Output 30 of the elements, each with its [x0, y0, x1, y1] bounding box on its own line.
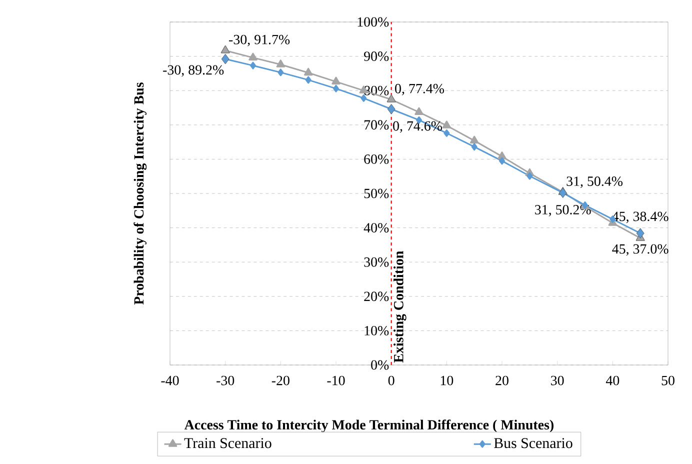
- data-label: 31, 50.4%: [566, 176, 623, 188]
- y-tick-label: 20%: [364, 292, 389, 302]
- legend-label: Bus Scenario: [494, 438, 572, 448]
- x-tick-label: -40: [161, 376, 179, 386]
- y-tick-label: 100%: [358, 17, 389, 27]
- x-tick-label: 40: [606, 376, 620, 386]
- y-tick-label: 60%: [364, 154, 389, 164]
- y-tick-label: 40%: [364, 223, 389, 233]
- y-tick-label: 0%: [371, 360, 389, 370]
- x-tick-label: 50: [662, 376, 674, 386]
- x-axis-title: Access Time to Intercity Mode Terminal Difference ( Minutes): [184, 420, 554, 432]
- data-label: 45, 37.0%: [612, 244, 668, 256]
- x-tick-label: -10: [327, 376, 345, 386]
- data-label: -30, 89.2%: [163, 65, 224, 77]
- x-tick-label: -20: [272, 376, 290, 386]
- y-tick-label: 30%: [364, 257, 389, 267]
- data-label: 0, 77.4%: [395, 84, 444, 96]
- y-tick-label: 70%: [364, 120, 389, 130]
- x-tick-label: 20: [496, 376, 508, 386]
- y-tick-label: 90%: [364, 52, 389, 62]
- legend-label: Train Scenario: [184, 438, 272, 448]
- ref-line-label: Existing Condition: [394, 251, 406, 363]
- data-label: -30, 91.7%: [229, 34, 290, 46]
- x-tick-label: -30: [216, 376, 234, 386]
- y-axis-title: Probability of Choosing Intercity Bus: [134, 82, 147, 305]
- x-tick-label: 10: [440, 376, 454, 386]
- x-tick-label: 30: [551, 376, 564, 386]
- x-tick-label: 0: [388, 376, 394, 386]
- y-tick-label: 50%: [364, 188, 389, 198]
- y-tick-label: 10%: [364, 326, 389, 336]
